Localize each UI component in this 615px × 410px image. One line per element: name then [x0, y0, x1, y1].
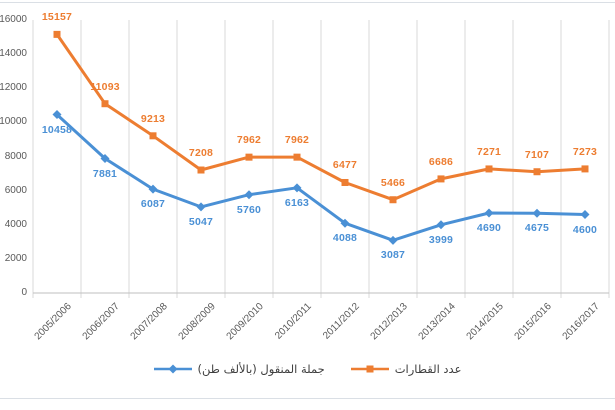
data-label: 3087 — [380, 249, 406, 262]
square-marker — [245, 153, 253, 161]
data-label: 6163 — [284, 196, 310, 209]
diamond-marker — [292, 183, 302, 193]
data-label: 11093 — [90, 80, 120, 93]
diamond-marker — [580, 210, 590, 220]
legend-label-trains: عدد القطارات — [394, 362, 462, 376]
data-label: 5466 — [380, 176, 406, 189]
data-label: 7208 — [188, 147, 214, 159]
data-label: 3999 — [428, 233, 454, 246]
diamond-marker — [436, 220, 446, 230]
data-label: 4088 — [332, 232, 358, 245]
square-marker — [437, 175, 445, 183]
diamond-marker — [244, 190, 254, 200]
data-label: 7881 — [92, 167, 118, 180]
data-label: 7273 — [572, 145, 598, 158]
y-tick-label: 16000 — [0, 14, 27, 25]
top-frame-line — [0, 2, 615, 3]
legend-label-freight: جملة المنقول (بالألف طن) — [197, 362, 325, 376]
y-tick-label: 0 — [21, 287, 27, 298]
square-marker — [581, 165, 589, 173]
diamond-marker — [340, 218, 350, 228]
y-tick-label: 8000 — [4, 150, 27, 162]
square-marker — [533, 168, 541, 176]
diamond-marker — [196, 202, 206, 212]
data-label: 7271 — [476, 145, 502, 158]
series-line-square — [55, 32, 587, 202]
square-marker — [485, 165, 493, 173]
data-label: 5760 — [236, 203, 262, 216]
data-label: 15157 — [41, 11, 73, 24]
chart-legend: عدد القطارات جملة المنقول (بالألف طن) — [0, 357, 615, 381]
diamond-marker — [52, 110, 62, 120]
y-tick-label: 12000 — [0, 82, 27, 94]
data-label: 7962 — [284, 134, 310, 147]
legend-entry-freight: جملة المنقول (بالألف طن) — [153, 362, 325, 376]
data-label: 4690 — [476, 221, 502, 234]
square-marker — [101, 100, 109, 108]
square-marker — [293, 153, 301, 161]
diamond-marker — [484, 208, 494, 218]
data-label: 6477 — [332, 159, 358, 172]
diamond-marker — [532, 208, 542, 218]
diamond-marker — [388, 235, 398, 245]
data-label: 4600 — [572, 223, 598, 236]
y-tick-label: 14000 — [0, 48, 27, 60]
y-tick-label: 4000 — [4, 218, 27, 230]
data-label: 7107 — [524, 148, 550, 161]
series-line-diamond — [55, 113, 587, 242]
square-marker — [53, 30, 61, 38]
square-marker — [341, 178, 349, 186]
legend-entry-trains: عدد القطارات — [350, 362, 462, 376]
diamond-marker — [148, 184, 158, 194]
square-marker — [197, 166, 205, 174]
data-label: 10458 — [41, 123, 73, 136]
bottom-frame-line — [0, 398, 615, 399]
y-tick-label: 2000 — [4, 252, 27, 264]
data-label: 9213 — [140, 112, 166, 125]
data-label: 4675 — [524, 222, 550, 235]
square-marker — [149, 132, 157, 140]
diamond-marker — [100, 154, 110, 164]
legend-marker-square-icon — [350, 363, 389, 375]
data-label: 5047 — [188, 215, 214, 228]
y-tick-label: 6000 — [4, 184, 27, 196]
data-label: 6686 — [428, 155, 454, 168]
data-label: 6087 — [140, 198, 166, 211]
square-marker — [389, 196, 397, 204]
data-label: 7962 — [236, 134, 262, 147]
legend-marker-diamond-icon — [153, 363, 192, 375]
y-tick-label: 10000 — [0, 116, 27, 128]
